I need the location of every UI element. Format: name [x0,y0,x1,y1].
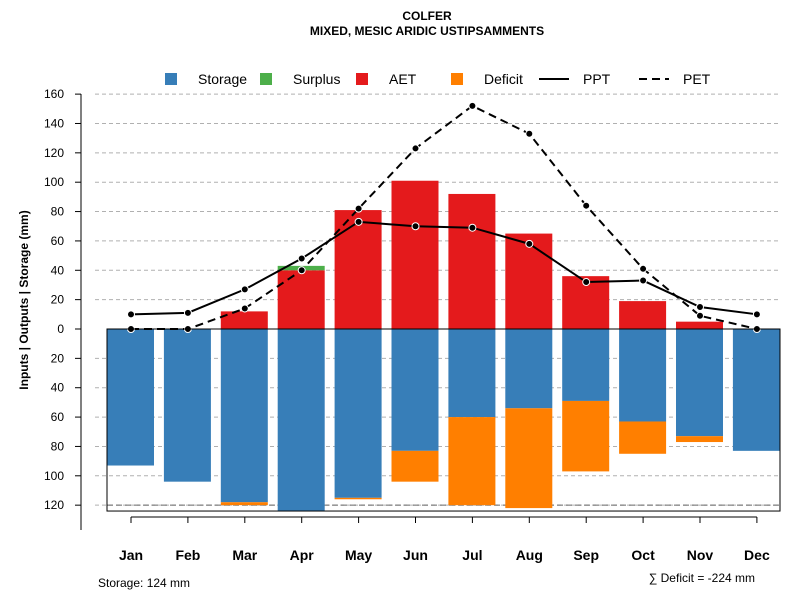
legend-label-storage: Storage [198,71,247,87]
aet-bar-oct [619,301,667,329]
y-tick-label: 60 [51,410,65,424]
chart-title: COLFER [402,9,452,23]
pet-point [468,101,477,110]
aet-bar-jul [448,193,496,329]
y-tick-label: 120 [44,498,64,512]
pet-point [582,201,591,210]
ppt-point [183,308,192,317]
legend-swatch-aet [356,73,368,85]
legend-label-surplus: Surplus [293,71,340,87]
deficit-bar-may [334,497,382,500]
storage-bar-feb [163,329,211,482]
ppt-point [752,310,761,319]
ppt-point [696,302,704,311]
y-tick-label: 20 [51,293,65,307]
x-tick-label-jul: Jul [462,547,482,563]
deficit-bar-nov [676,436,723,443]
x-tick-label-may: May [345,547,372,563]
ppt-point [240,285,249,294]
deficit-bar-oct [619,421,667,454]
legend-label-aet: AET [389,71,417,87]
y-axis-label: Inputs | Outputs | Storage (mm) [17,210,31,389]
y-tick-label: 0 [57,322,64,336]
legend-label-pet: PET [683,71,711,87]
deficit-bar-mar [220,502,268,506]
legend-swatch-deficit [451,73,463,85]
pet-point [696,311,704,320]
y-tick-label: 80 [51,439,65,453]
ppt-point [582,278,591,287]
x-tick-label-nov: Nov [687,547,714,563]
deficit-bar-jul [448,417,496,506]
pet-point [411,144,420,153]
ppt-point [411,222,420,231]
aet-bar-jun [391,180,439,329]
y-tick-label: 100 [44,175,64,189]
deficit-note: ∑ Deficit = -224 mm [649,571,755,585]
x-tick-label-jun: Jun [403,547,428,563]
pet-line [131,104,758,330]
storage-bar-aug [505,329,553,409]
y-tick-label: 100 [44,469,64,483]
x-tick-label-jan: Jan [119,547,143,563]
aet-bar-apr [277,270,325,329]
ppt-point [468,223,477,232]
x-tick-label-apr: Apr [290,547,315,563]
deficit-bar-aug [505,408,553,509]
ppt-point [127,310,135,319]
ppt-point [297,254,306,263]
pet-point [354,204,363,213]
y-tick-label: 120 [44,146,64,160]
x-tick-label-feb: Feb [175,547,200,563]
ppt-point [639,276,648,285]
aet-bar-nov [676,321,723,329]
storage-note: Storage: 124 mm [98,576,190,590]
axes: 160 140 120 100 80 60 40 20 0 20 40 60 80 100 120 Jan Fe… [44,87,781,563]
deficit-bar-sep [562,400,610,472]
aet-bar-may [334,210,382,329]
y-tick-label: 40 [51,263,65,277]
legend: Storage Surplus AET Deficit PPT PET [165,71,711,87]
pet-point [297,266,306,275]
x-tick-label-dec: Dec [744,547,770,563]
legend-label-ppt: PPT [583,71,611,87]
y-tick-label: 80 [51,205,65,219]
y-tick-label: 140 [44,116,64,130]
ppt-point [525,239,534,248]
legend-swatch-surplus [260,73,272,85]
storage-bar-oct [619,329,667,422]
storage-bar-sep [562,329,610,401]
storage-bar-mar [220,329,268,503]
aet-bar-mar [220,311,268,329]
y-tick-label: 40 [51,381,65,395]
x-tick-label-sep: Sep [573,547,599,563]
storage-bar-jan [107,329,154,466]
storage-bar-nov [676,329,723,437]
storage-bar-jun [391,329,439,451]
deficit-bar-jun [391,450,439,482]
ppt-line [130,220,758,316]
bars [107,180,780,512]
x-tick-label-mar: Mar [232,547,257,563]
y-tick-label: 20 [51,351,65,365]
storage-bar-may [334,329,382,498]
pet-point [240,304,249,313]
pet-point [525,129,534,138]
chart-subtitle: MIXED, MESIC ARIDIC USTIPSAMMENTS [310,24,544,38]
y-tick-label: 60 [51,234,65,248]
y-tick-label: 160 [44,87,64,101]
x-tick-label-oct: Oct [631,547,655,563]
legend-label-deficit: Deficit [484,71,523,87]
x-tick-label-aug: Aug [516,547,543,563]
storage-bar-dec [732,329,780,451]
storage-bar-apr [277,329,325,512]
series-lines [127,101,761,333]
ppt-point [354,217,363,226]
legend-swatch-storage [165,73,177,85]
pet-point [639,264,648,273]
aet-bar-aug [505,233,553,329]
storage-bar-jul [448,329,496,418]
